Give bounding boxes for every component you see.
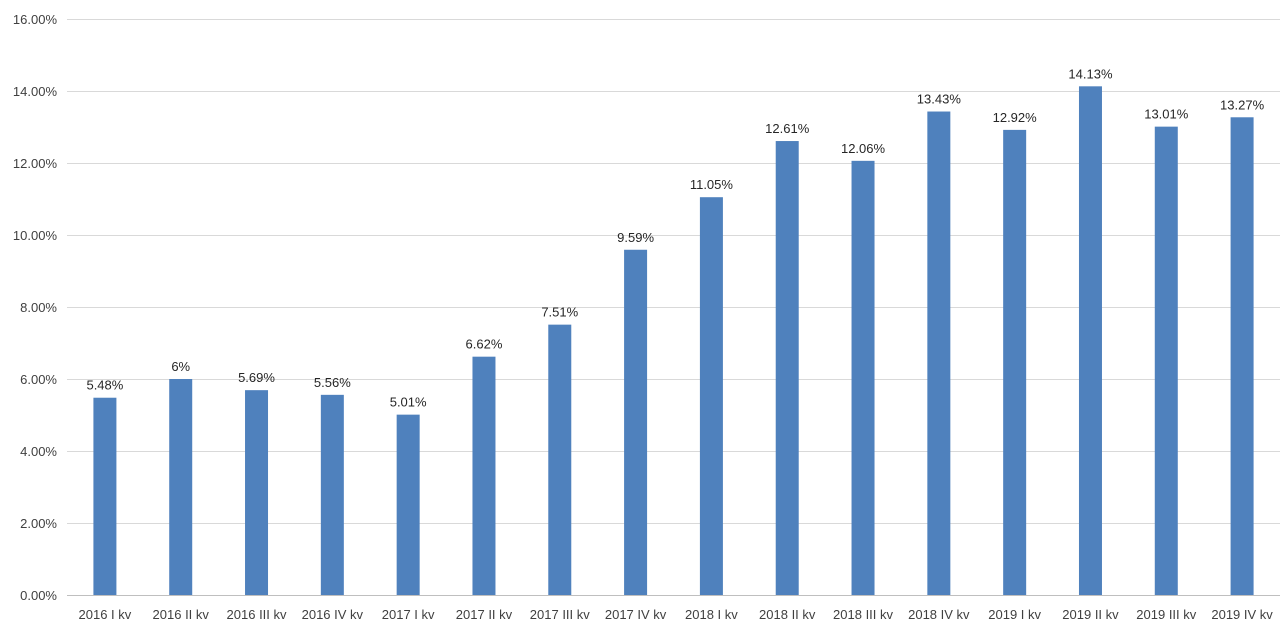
bar xyxy=(396,414,420,595)
y-tick-label: 8.00% xyxy=(20,300,57,315)
data-label: 5.56% xyxy=(314,375,351,390)
data-label: 14.13% xyxy=(1068,66,1113,81)
bars xyxy=(93,86,1254,596)
bar xyxy=(320,394,344,595)
x-tick-label: 2019 II kv xyxy=(1062,607,1119,622)
bar xyxy=(472,356,496,595)
y-tick-label: 10.00% xyxy=(13,228,58,243)
y-tick-label: 2.00% xyxy=(20,516,57,531)
data-label: 12.92% xyxy=(993,110,1038,125)
bar xyxy=(775,141,799,596)
bar xyxy=(699,197,723,595)
bar xyxy=(93,397,117,595)
bar xyxy=(1230,117,1254,595)
data-label: 5.48% xyxy=(86,378,123,393)
x-tick-label: 2016 IV kv xyxy=(302,607,364,622)
bar xyxy=(169,379,193,595)
bar xyxy=(1003,129,1027,595)
x-tick-label: 2017 IV kv xyxy=(605,607,667,622)
bar xyxy=(851,160,875,595)
x-tick-label: 2016 II kv xyxy=(153,607,210,622)
data-label: 5.69% xyxy=(238,370,275,385)
x-tick-label: 2018 I kv xyxy=(685,607,738,622)
x-tick-label: 2018 IV kv xyxy=(908,607,970,622)
bar xyxy=(927,111,951,596)
y-tick-label: 16.00% xyxy=(13,12,58,27)
x-tick-label: 2016 III kv xyxy=(227,607,287,622)
data-label: 13.27% xyxy=(1220,97,1265,112)
data-label: 6.62% xyxy=(466,337,503,352)
x-tick-label: 2017 I kv xyxy=(382,607,435,622)
y-tick-label: 0.00% xyxy=(20,588,57,603)
x-tick-label: 2018 II kv xyxy=(759,607,816,622)
x-tick-label: 2019 I kv xyxy=(988,607,1041,622)
y-axis-ticks: 0.00% 2.00% 4.00% 6.00% 8.00% 10.00% 12.00% 14.… xyxy=(13,12,58,603)
x-tick-label: 2016 I kv xyxy=(79,607,132,622)
bar xyxy=(1154,126,1178,595)
data-label: 7.51% xyxy=(541,305,578,320)
x-tick-label: 2019 III kv xyxy=(1136,607,1196,622)
bar xyxy=(1078,86,1102,595)
data-label: 11.05% xyxy=(690,177,734,192)
data-label: 13.01% xyxy=(1144,107,1189,122)
data-label: 6% xyxy=(171,359,190,374)
x-tick-label: 2017 II kv xyxy=(456,607,513,622)
bar xyxy=(548,324,572,595)
data-labels: 5.48% 6% 5.69% 5.56% 5.01% 6.62% 7.51% 9.59% 11.… xyxy=(86,66,1264,409)
y-tick-label: 4.00% xyxy=(20,444,57,459)
bar xyxy=(624,249,648,595)
x-axis-ticks: 2016 I kv 2016 II kv 2016 III kv 2016 IV kv… xyxy=(79,607,1274,622)
data-label: 9.59% xyxy=(617,230,654,245)
x-tick-label: 2018 III kv xyxy=(833,607,893,622)
bar xyxy=(245,390,269,595)
x-tick-label: 2017 III kv xyxy=(530,607,590,622)
data-label: 12.61% xyxy=(765,121,810,136)
y-tick-label: 6.00% xyxy=(20,372,57,387)
y-tick-label: 12.00% xyxy=(13,156,58,171)
data-label: 12.06% xyxy=(841,141,886,156)
data-label: 13.43% xyxy=(917,92,962,107)
x-tick-label: 2019 IV kv xyxy=(1211,607,1273,622)
y-tick-label: 14.00% xyxy=(13,84,58,99)
grid-lines xyxy=(67,19,1280,596)
data-label: 5.01% xyxy=(390,395,427,410)
